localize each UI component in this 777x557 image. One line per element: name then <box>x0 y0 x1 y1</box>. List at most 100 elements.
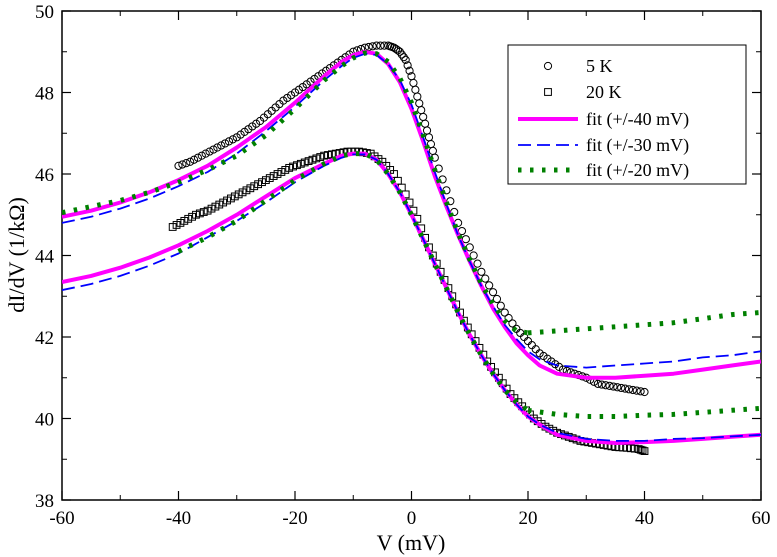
data-point <box>504 313 513 323</box>
series-1 <box>168 147 649 456</box>
data-point <box>419 112 428 122</box>
data-point <box>473 259 482 268</box>
data-point <box>417 106 426 115</box>
data-point <box>632 386 641 395</box>
data-point <box>485 281 494 290</box>
data-point <box>228 135 237 144</box>
data-point <box>405 66 414 75</box>
legend-label: 20 K <box>586 82 622 102</box>
data-point <box>420 119 430 128</box>
y-tick-label: 48 <box>35 84 54 105</box>
data-point <box>403 61 412 70</box>
y-tick-label: 38 <box>35 491 54 512</box>
data-point <box>201 149 210 158</box>
data-point <box>415 99 424 108</box>
legend-label: fit (+/-40 mV) <box>586 109 689 130</box>
data-point <box>372 41 381 50</box>
data-point <box>189 155 199 164</box>
data-point <box>411 85 420 94</box>
fit-curve <box>527 405 761 419</box>
y-tick-label: 42 <box>35 328 54 349</box>
data-point <box>628 385 637 395</box>
fit-curve <box>62 50 529 336</box>
x-tick-label: 20 <box>519 508 538 529</box>
data-point <box>409 78 418 88</box>
data-point <box>428 146 437 156</box>
legend-marker <box>543 61 553 71</box>
x-tick-label: -60 <box>49 508 74 529</box>
data-point <box>613 383 622 392</box>
data-point <box>461 235 470 244</box>
data-point <box>527 341 536 350</box>
data-point <box>523 336 533 346</box>
series-layer <box>62 41 761 456</box>
x-tick-label: -40 <box>166 508 191 529</box>
data-point <box>213 143 222 152</box>
data-point <box>465 243 474 252</box>
data-point <box>395 47 404 56</box>
legend-label: fit (+/-20 mV) <box>586 160 689 181</box>
data-point <box>186 157 195 166</box>
data-point <box>636 387 645 396</box>
axis-ticks: -60 -40 -20 0 20 40 60 38 40 42 44 46 48 50 <box>35 2 771 529</box>
data-point <box>477 267 486 276</box>
data-point <box>638 446 647 455</box>
data-point <box>597 380 606 389</box>
data-point <box>399 53 408 62</box>
data-point <box>620 384 630 393</box>
x-tick-label: 60 <box>752 508 771 529</box>
data-point <box>424 133 434 142</box>
data-point <box>481 274 490 283</box>
data-point <box>413 92 422 101</box>
x-tick-label: -20 <box>282 508 307 529</box>
y-tick-label: 44 <box>35 247 55 268</box>
data-point <box>205 147 214 156</box>
data-point <box>221 139 230 148</box>
data-point <box>492 294 502 304</box>
data-point <box>224 137 234 146</box>
data-point <box>174 161 183 170</box>
fit-curve <box>177 151 530 413</box>
legend-box <box>507 44 747 185</box>
data-point <box>469 251 478 260</box>
x-axis-label: V (mV) <box>377 530 446 555</box>
data-point <box>197 151 206 160</box>
fit-curve <box>62 153 761 442</box>
y-axis-label: dI/dV (1/kΩ) <box>4 197 29 313</box>
data-point <box>601 381 610 390</box>
data-point <box>593 379 603 388</box>
data-point <box>401 55 410 65</box>
x-tick-label: 40 <box>635 508 654 529</box>
legend: 5 K 20 K fit (+/-40 mV) fit (+/-30 mV) fit (… <box>507 44 747 185</box>
data-point <box>376 41 385 50</box>
data-point <box>422 126 432 135</box>
legend-label: 5 K <box>586 56 613 76</box>
y-tick-label: 40 <box>35 410 54 431</box>
fit-curve <box>62 52 761 369</box>
data-point <box>640 447 649 456</box>
y-tick-label: 46 <box>35 165 54 186</box>
fit-curve <box>62 151 761 445</box>
y-tick-label: 50 <box>35 2 54 23</box>
x-tick-label: 0 <box>407 508 417 529</box>
data-point <box>442 186 451 195</box>
data-point <box>380 41 389 50</box>
data-point <box>488 288 498 297</box>
data-point <box>617 383 626 393</box>
data-point <box>516 328 525 338</box>
data-point <box>609 382 618 391</box>
legend-marker <box>544 88 552 96</box>
data-point <box>531 345 540 354</box>
data-point <box>217 141 226 150</box>
data-point <box>508 319 517 328</box>
legend-label: fit (+/-30 mV) <box>586 135 689 156</box>
data-point <box>500 308 509 317</box>
data-point <box>446 197 455 206</box>
data-point <box>624 385 634 394</box>
data-point <box>368 42 377 51</box>
data-point <box>640 387 649 397</box>
data-point <box>605 381 614 390</box>
series-4 <box>62 50 761 419</box>
data-point <box>397 50 406 59</box>
